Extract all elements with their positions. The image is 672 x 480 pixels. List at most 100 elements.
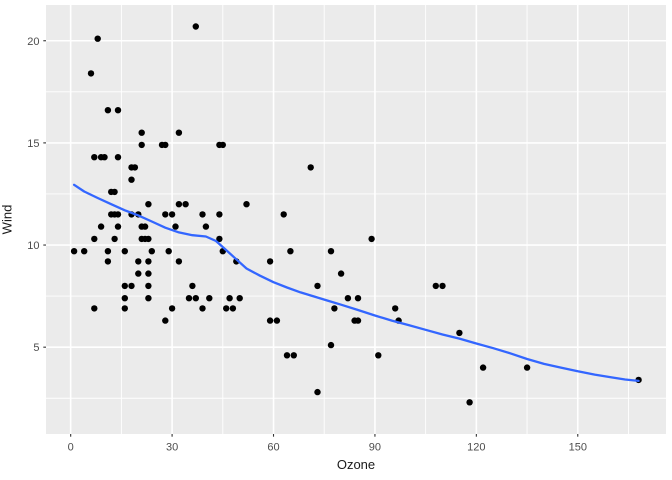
data-point bbox=[145, 258, 152, 265]
data-point bbox=[162, 211, 169, 218]
data-point bbox=[344, 295, 352, 302]
data-point bbox=[135, 258, 142, 265]
data-point bbox=[185, 295, 193, 302]
data-point bbox=[175, 201, 183, 208]
data-point bbox=[219, 141, 226, 149]
data-point bbox=[162, 317, 169, 324]
data-point bbox=[175, 129, 183, 136]
data-point bbox=[273, 317, 281, 324]
data-point bbox=[375, 352, 382, 359]
data-point bbox=[101, 154, 108, 161]
data-point bbox=[223, 305, 230, 312]
data-point bbox=[229, 305, 237, 312]
data-point bbox=[314, 388, 321, 396]
data-point bbox=[314, 282, 321, 290]
data-point bbox=[199, 211, 206, 218]
x-axis-title: Ozone bbox=[336, 457, 376, 472]
data-point bbox=[290, 352, 297, 359]
data-point bbox=[104, 248, 112, 255]
data-point bbox=[199, 305, 206, 312]
data-point bbox=[121, 305, 128, 312]
data-point bbox=[121, 295, 128, 302]
data-point bbox=[354, 295, 362, 302]
data-point bbox=[307, 164, 314, 171]
data-point bbox=[70, 248, 78, 255]
data-point bbox=[121, 282, 128, 290]
data-point bbox=[172, 223, 179, 230]
y-tick-label: 5 bbox=[33, 342, 39, 354]
data-point bbox=[439, 282, 446, 290]
data-point bbox=[523, 364, 531, 371]
data-point bbox=[81, 248, 88, 255]
data-point bbox=[466, 399, 473, 406]
data-point bbox=[145, 270, 152, 277]
data-point bbox=[138, 141, 145, 149]
data-point bbox=[216, 235, 223, 243]
x-tick-label: 150 bbox=[569, 442, 587, 454]
data-point bbox=[206, 295, 213, 302]
data-point bbox=[138, 129, 145, 136]
data-point bbox=[479, 364, 487, 371]
data-point bbox=[192, 23, 199, 30]
data-point bbox=[189, 282, 196, 290]
y-axis-title: Wind bbox=[0, 204, 15, 235]
data-point bbox=[280, 211, 287, 218]
data-point bbox=[148, 248, 155, 255]
data-point bbox=[87, 70, 95, 77]
data-point bbox=[114, 211, 122, 218]
data-point bbox=[266, 258, 274, 265]
data-point bbox=[327, 341, 335, 349]
data-point bbox=[368, 235, 375, 243]
data-point bbox=[456, 329, 463, 337]
data-point bbox=[162, 141, 169, 149]
data-point bbox=[111, 188, 118, 196]
data-point bbox=[327, 248, 335, 255]
data-point bbox=[266, 317, 274, 324]
y-tick-label: 15 bbox=[27, 138, 39, 150]
data-point bbox=[192, 295, 199, 302]
x-tick-label: 60 bbox=[267, 442, 279, 454]
data-point bbox=[236, 295, 243, 302]
y-tick-label: 20 bbox=[27, 36, 39, 48]
x-tick-label: 30 bbox=[166, 442, 178, 454]
data-point bbox=[141, 223, 149, 230]
data-point bbox=[111, 235, 118, 243]
data-point bbox=[226, 295, 233, 302]
data-point bbox=[135, 270, 142, 277]
data-point bbox=[145, 201, 152, 208]
data-point bbox=[165, 248, 172, 255]
y-tick-label: 10 bbox=[27, 240, 39, 252]
data-point bbox=[114, 223, 122, 230]
data-point bbox=[104, 258, 112, 265]
data-point bbox=[128, 176, 135, 183]
data-point bbox=[114, 107, 122, 114]
x-tick-label: 120 bbox=[467, 442, 485, 454]
data-point bbox=[432, 282, 439, 290]
points-layer bbox=[70, 23, 642, 406]
data-point bbox=[121, 248, 128, 255]
data-point bbox=[128, 282, 135, 290]
data-point bbox=[287, 248, 294, 255]
data-point bbox=[243, 201, 250, 208]
x-tick-label: 0 bbox=[68, 442, 74, 454]
data-point bbox=[392, 305, 399, 312]
data-point bbox=[97, 223, 105, 230]
data-point bbox=[94, 35, 101, 42]
data-point bbox=[175, 258, 183, 265]
data-point bbox=[283, 352, 291, 359]
data-point bbox=[104, 107, 112, 114]
data-point bbox=[114, 154, 122, 161]
smooth-trend-line bbox=[72, 183, 640, 383]
data-point bbox=[354, 317, 362, 324]
data-point bbox=[91, 235, 98, 243]
data-point bbox=[337, 270, 345, 277]
data-point bbox=[91, 305, 98, 312]
data-point bbox=[168, 305, 176, 312]
data-point bbox=[216, 211, 223, 218]
data-point bbox=[91, 154, 98, 161]
data-point bbox=[182, 201, 189, 208]
data-point bbox=[131, 164, 139, 171]
data-point bbox=[145, 295, 152, 302]
